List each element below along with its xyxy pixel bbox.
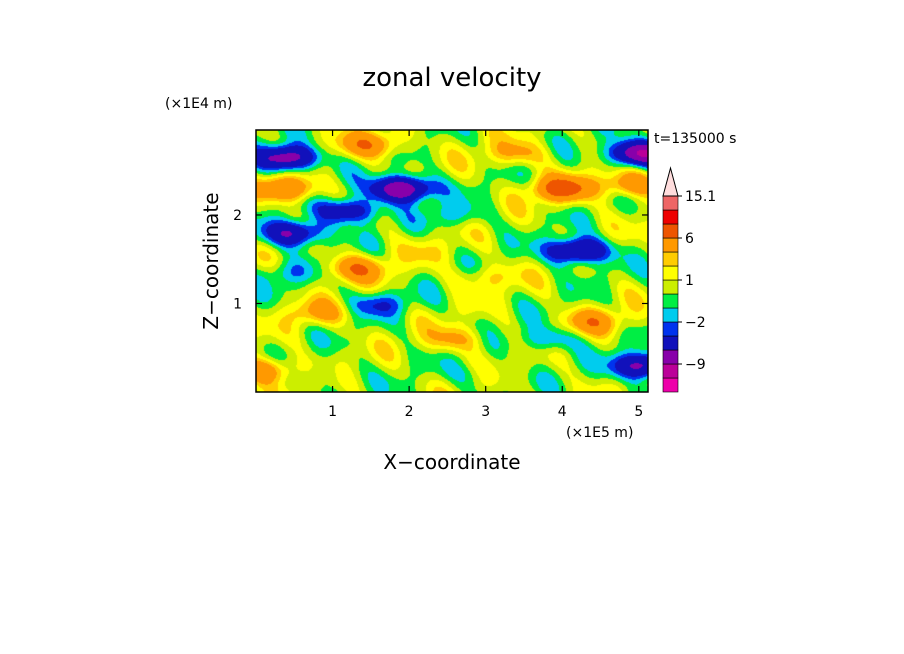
colorbar-swatch <box>662 321 679 337</box>
colorbar-swatch <box>662 209 679 225</box>
y-tick-label: 1 <box>233 296 242 312</box>
colorbar-tick-label: −9 <box>685 357 706 373</box>
colorbar-swatch <box>662 265 679 281</box>
plot-frame <box>255 129 649 393</box>
colorbar-tick-label: 1 <box>685 273 694 289</box>
time-label: t=135000 s <box>654 131 736 147</box>
colorbar-swatch <box>662 237 679 253</box>
colorbar-swatch <box>662 195 679 211</box>
y-unit-label: (×1E4 m) <box>165 96 232 112</box>
x-unit-label: (×1E5 m) <box>566 425 633 441</box>
x-tick-label: 4 <box>558 404 567 420</box>
colorbar-swatch <box>662 363 679 379</box>
x-tick-label: 2 <box>405 404 414 420</box>
colorbar-swatch <box>662 223 679 239</box>
contour-image <box>256 130 648 392</box>
colorbar-swatch <box>662 293 679 309</box>
y-tick-label: 2 <box>233 208 242 224</box>
colorbar: 15.1 6 1 −2 −9 <box>662 166 716 393</box>
x-axis: 1 2 3 4 5 <box>328 130 643 420</box>
y-axis: 12 <box>233 208 648 312</box>
colorbar-tick-label: 6 <box>685 231 694 247</box>
y-axis-label: Z−coordinate <box>199 192 223 329</box>
colorbar-swatch <box>662 251 679 267</box>
chart-title: zonal velocity <box>362 63 541 93</box>
x-axis-label: X−coordinate <box>383 450 520 474</box>
colorbar-tick-label: −2 <box>685 315 706 331</box>
colorbar-swatch <box>662 349 679 365</box>
colorbar-tick-label: 15.1 <box>685 189 716 205</box>
colorbar-extend-arrow <box>662 166 679 197</box>
colorbar-swatch <box>662 279 679 295</box>
x-tick-label: 5 <box>634 404 643 420</box>
colorbar-swatch <box>662 335 679 351</box>
colorbar-swatch <box>662 307 679 323</box>
contour-field <box>255 129 649 393</box>
x-tick-label: 3 <box>481 404 490 420</box>
colorbar-swatch <box>662 377 679 393</box>
x-tick-label: 1 <box>328 404 337 420</box>
